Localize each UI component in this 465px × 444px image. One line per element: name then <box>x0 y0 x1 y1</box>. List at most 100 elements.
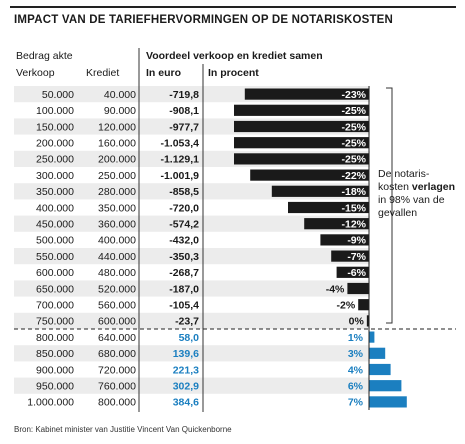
header-in-euro: In euro <box>146 67 182 79</box>
cell-verkoop: 300.000 <box>36 170 74 182</box>
cell-euro: -432,0 <box>169 235 199 247</box>
cell-euro: -720,0 <box>169 202 199 214</box>
cell-krediet: 640.000 <box>98 332 136 344</box>
cell-krediet: 760.000 <box>98 381 136 393</box>
cell-euro: -187,0 <box>169 283 199 295</box>
annotation-bracket <box>386 87 393 324</box>
bar-negative <box>366 315 369 327</box>
cell-verkoop: 1.000.000 <box>27 397 74 409</box>
cell-verkoop: 600.000 <box>36 267 74 279</box>
title-rule <box>10 6 456 8</box>
cell-krediet: 250.000 <box>98 170 136 182</box>
cell-verkoop: 950.000 <box>36 381 74 393</box>
bar-negative <box>244 88 369 100</box>
row-stripe <box>14 280 370 297</box>
bar-negative <box>304 218 369 230</box>
note-text-1: De notaris-kosten <box>378 168 430 193</box>
bar-negative <box>234 120 369 133</box>
label-percent: 3% <box>348 348 364 360</box>
cell-verkoop: 150.000 <box>36 121 74 133</box>
cell-krediet: 360.000 <box>98 219 136 231</box>
header-bedrag-akte: Bedrag akte <box>16 50 73 62</box>
cell-euro: -719,8 <box>169 89 199 101</box>
bar-negative <box>250 169 369 181</box>
bar-positive <box>369 396 407 408</box>
label-percent: -25% <box>341 121 366 133</box>
label-percent: -6% <box>347 267 366 279</box>
label-percent: -22% <box>341 170 366 182</box>
header-krediet: Krediet <box>86 67 120 79</box>
row-stripe <box>14 345 370 362</box>
label-percent: -2% <box>337 300 356 312</box>
bar-negative <box>331 250 369 262</box>
cell-verkoop: 800.000 <box>36 332 74 344</box>
cell-krediet: 350.000 <box>98 202 136 214</box>
header-verkoop: Verkoop <box>16 67 55 79</box>
cell-krediet: 560.000 <box>98 300 136 312</box>
source-credit: Bron: Kabinet minister van Justitie Vinc… <box>14 425 232 434</box>
page-title: IMPACT VAN DE TARIEFHERVORMINGEN OP DE N… <box>14 14 394 26</box>
cell-verkoop: 400.000 <box>36 202 74 214</box>
cell-euro: 384,6 <box>173 397 199 409</box>
cell-verkoop: 850.000 <box>36 348 74 360</box>
cell-verkoop: 200.000 <box>36 138 74 150</box>
bar-negative <box>347 282 369 295</box>
label-percent: 1% <box>348 332 364 344</box>
bar-negative <box>271 185 369 197</box>
bar-positive <box>369 347 386 359</box>
row-stripe <box>14 377 370 394</box>
cell-verkoop: 350.000 <box>36 186 74 198</box>
label-percent: 4% <box>348 364 364 376</box>
label-percent: -12% <box>341 219 366 231</box>
cell-euro: 221,3 <box>173 364 199 376</box>
label-percent: 0% <box>349 316 365 328</box>
bar-negative <box>358 299 369 311</box>
cell-krediet: 680.000 <box>98 348 136 360</box>
label-percent: -25% <box>341 154 366 166</box>
cell-euro: -1.001,9 <box>160 170 199 182</box>
cell-euro: -858,5 <box>169 186 199 198</box>
cell-verkoop: 900.000 <box>36 364 74 376</box>
cell-krediet: 440.000 <box>98 251 136 263</box>
row-stripe <box>14 248 370 265</box>
cell-verkoop: 750.000 <box>36 316 74 328</box>
cell-verkoop: 100.000 <box>36 105 74 117</box>
cell-verkoop: 250.000 <box>36 154 74 166</box>
cell-krediet: 520.000 <box>98 283 136 295</box>
row-stripe <box>14 215 370 232</box>
cell-krediet: 200.000 <box>98 154 136 166</box>
label-percent: -9% <box>347 235 366 247</box>
cell-euro: 139,6 <box>173 348 199 360</box>
label-percent: -18% <box>341 186 366 198</box>
bar-negative <box>336 266 369 278</box>
cell-krediet: 480.000 <box>98 267 136 279</box>
cell-krediet: 800.000 <box>98 397 136 409</box>
bar-negative <box>234 137 369 149</box>
cell-krediet: 40.000 <box>104 89 136 101</box>
bar-positive <box>369 380 402 392</box>
cell-euro: -23,7 <box>175 316 199 328</box>
annotation-note: De notaris-kosten verlagen in 98% van de… <box>378 168 456 220</box>
label-percent: -25% <box>341 138 366 150</box>
label-percent: -15% <box>341 202 366 214</box>
bar-negative <box>320 234 369 246</box>
cell-verkoop: 450.000 <box>36 219 74 231</box>
bar-positive <box>369 363 391 376</box>
cell-euro: -1.129,1 <box>160 154 199 166</box>
cell-euro: 302,9 <box>173 381 199 393</box>
cell-krediet: 400.000 <box>98 235 136 247</box>
label-percent: -25% <box>341 105 366 117</box>
cell-krediet: 160.000 <box>98 138 136 150</box>
cell-euro: -105,4 <box>169 300 199 312</box>
cell-verkoop: 50.000 <box>42 89 74 101</box>
note-text-2: in 98% van de gevallen <box>378 194 445 219</box>
row-stripe <box>14 312 370 329</box>
bar-negative <box>234 153 369 165</box>
cell-euro: -977,7 <box>169 121 199 133</box>
note-bold: verlagen <box>411 181 456 193</box>
cell-euro: -908,1 <box>169 105 199 117</box>
cell-verkoop: 500.000 <box>36 235 74 247</box>
cell-krediet: 120.000 <box>98 121 136 133</box>
label-percent: 7% <box>348 397 364 409</box>
